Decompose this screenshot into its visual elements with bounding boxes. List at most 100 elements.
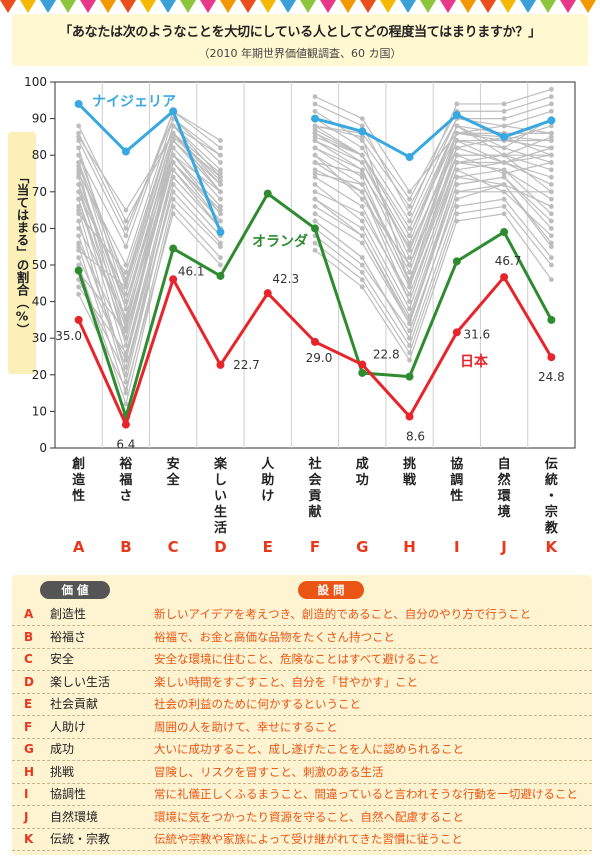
x-category-label: 調 (450, 472, 463, 488)
other-country-line-segment (314, 176, 552, 317)
other-country-line-point (548, 174, 554, 180)
other-country-line-point (359, 196, 365, 202)
other-country-line-point (76, 207, 82, 213)
other-country-line-point (407, 218, 412, 224)
x-category-label: 境 (498, 504, 511, 520)
other-country-line-point (454, 211, 460, 217)
x-category-label: 活 (214, 520, 227, 536)
other-country-line-point (407, 226, 412, 231)
x-category-label: 人 (261, 456, 275, 472)
bunting-flag (140, 0, 156, 13)
row-name: 創造性 (50, 607, 87, 621)
other-country-line-point (407, 196, 412, 202)
other-country-line-point (218, 218, 223, 224)
other-country-line (76, 94, 554, 224)
other-country-line-point (123, 390, 129, 396)
bunting-flag (240, 0, 256, 13)
other-country-line-point (407, 262, 412, 268)
row-code: G (24, 742, 34, 756)
netherlands-series-label: オランダ (252, 233, 308, 250)
other-country-line-segment (314, 110, 552, 222)
other-country-line-point (359, 269, 365, 275)
other-country-line-point (170, 160, 176, 165)
other-country-line-segment (78, 176, 221, 361)
other-country-line-point (548, 86, 554, 92)
other-country-line (76, 167, 554, 356)
other-country-line (76, 160, 554, 341)
x-category-label: 環 (498, 489, 512, 504)
chart-header: 「あなたは次のようなことを大切にしている人としてどの程度当てはまりますか？」 （… (12, 14, 588, 66)
other-country-line-segment (78, 205, 221, 405)
row-code: E (24, 697, 33, 711)
other-country-line-segment (314, 169, 552, 325)
row-name: 楽しい生活 (50, 674, 111, 689)
y-axis-label: 「当てはまる」の割合（%） (14, 170, 30, 336)
japan-line-point (358, 360, 367, 369)
other-country-line-point (76, 182, 82, 187)
other-country-line-point (548, 244, 554, 250)
other-country-line-point (123, 226, 129, 231)
other-country-line-point (407, 240, 412, 246)
other-country-line-point (548, 189, 554, 195)
other-country-line-point (548, 123, 554, 129)
japan-data-label: 6.4 (116, 438, 135, 452)
row-description: 冒険し、リスクを冒すこと、刺激のある生活 (154, 764, 384, 779)
other-country-line-point (359, 284, 365, 290)
other-country-line-point (123, 262, 129, 268)
x-category-letter: A (73, 538, 85, 556)
other-country-line-point (359, 218, 365, 224)
x-category-label: 然 (498, 472, 511, 488)
other-country-line-point (312, 182, 318, 187)
netherlands-line-point (405, 372, 414, 381)
other-country-line-point (454, 204, 460, 209)
other-country-line-point (76, 233, 82, 239)
other-country-line (76, 182, 554, 378)
japan-data-label: 24.8 (538, 370, 565, 384)
bunting-flag (300, 0, 316, 13)
y-tick-label: 90 (32, 112, 47, 126)
y-tick-label: 10 (32, 404, 47, 418)
other-country-line-point (312, 127, 318, 132)
other-country-line-point (454, 145, 460, 151)
nigeria-line-point (311, 114, 319, 123)
table-row: K 伝統・宗教 伝統や宗教や家族によって受け継がれてきた習慣に従うこと (12, 828, 592, 851)
x-category-label: 成 (356, 456, 369, 472)
plot-area (54, 81, 576, 449)
row-description: 社会の利益のために何かするということ (154, 697, 361, 711)
other-country-line-point (76, 145, 82, 151)
other-country-line-point (548, 182, 554, 187)
row-description: 安全な環境に住むこと、危険なことはすべて避けること (154, 652, 440, 666)
x-category-label: 創 (71, 456, 85, 472)
other-country-line-point (218, 211, 223, 217)
x-category-label: 挑 (403, 456, 416, 472)
x-category-label: 裕 (118, 456, 132, 472)
y-tick-label: 60 (32, 221, 47, 235)
bunting-flag (220, 0, 236, 13)
other-country-line-point (359, 182, 365, 187)
other-country-line-point (548, 160, 554, 165)
row-description: 裕福で、お金と高価な品物をたくさん持つこと (154, 629, 396, 644)
other-country-line-point (359, 255, 365, 261)
x-category-label: 社 (307, 456, 321, 472)
other-country-line (76, 152, 554, 326)
other-country-line (76, 204, 554, 407)
bunting-flag (20, 0, 36, 13)
other-country-line-point (170, 138, 176, 143)
other-country-line-point (312, 138, 318, 143)
other-country-line-point (312, 240, 318, 246)
other-country-line-point (501, 196, 507, 202)
bunting-flag (120, 0, 136, 13)
other-country-line-point (407, 277, 412, 283)
japan-line-point (216, 360, 225, 369)
other-country-line-point (218, 145, 223, 151)
japan-line-point (311, 337, 319, 346)
other-country-line-point (548, 108, 554, 114)
japan-data-label: 46.7 (495, 254, 522, 268)
other-country-line-point (76, 255, 82, 261)
bunting-flag (480, 0, 496, 13)
other-country-line-point (76, 211, 82, 217)
other-country-line (76, 174, 554, 363)
x-category-label: ・ (545, 489, 558, 504)
y-tick-label: 50 (32, 258, 47, 272)
x-category-letter: K (546, 538, 559, 556)
